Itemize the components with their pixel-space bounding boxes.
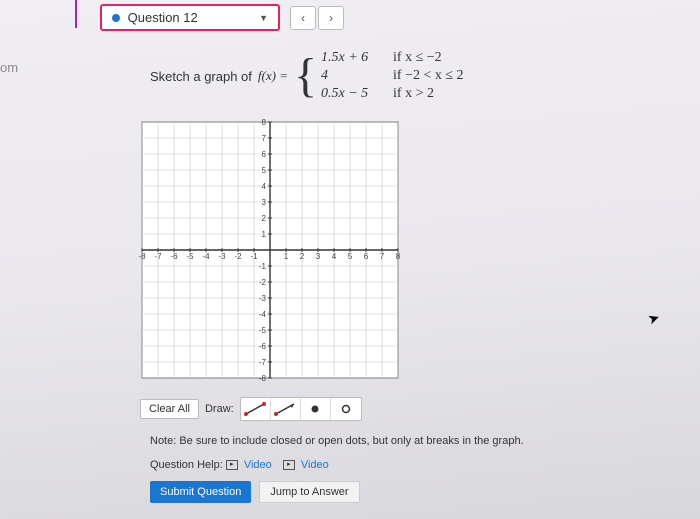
svg-text:-7: -7 <box>259 358 267 367</box>
svg-text:-5: -5 <box>186 252 194 261</box>
svg-text:-8: -8 <box>259 374 267 383</box>
piece-cond: if −2 < x ≤ 2 <box>393 68 464 84</box>
svg-text:7: 7 <box>380 252 385 261</box>
svg-text:-2: -2 <box>234 252 242 261</box>
draw-toolbar <box>240 397 362 421</box>
piece-cond: if x ≤ −2 <box>393 50 442 66</box>
svg-text:-1: -1 <box>259 262 267 271</box>
svg-text:-3: -3 <box>259 294 267 303</box>
ray-tool[interactable] <box>271 398 301 420</box>
coordinate-grid: -8 -7 -6 -5 -4 -3 -2 -1 1 2 3 4 5 6 7 8 -8 -7 -6 -5 -4 -3 -2 -1… <box>130 110 410 390</box>
piece-expr: 1.5x + 6 <box>321 50 389 66</box>
chevron-left-icon: ‹ <box>301 11 305 25</box>
help-label: Question Help: <box>150 459 223 471</box>
question-dropdown-label: Question 12 <box>128 10 198 25</box>
line-segment-tool[interactable] <box>241 398 271 420</box>
left-page-fragment: om <box>0 60 18 75</box>
piece-expr: 4 <box>321 68 389 84</box>
svg-text:2: 2 <box>262 214 267 223</box>
video-icon: ▸ <box>283 460 295 470</box>
note-text: Note: Be sure to include closed or open … <box>150 435 660 447</box>
svg-text:4: 4 <box>332 252 337 261</box>
piece-cond: if x > 2 <box>393 86 434 102</box>
svg-text:1: 1 <box>284 252 289 261</box>
svg-text:-2: -2 <box>259 278 267 287</box>
svg-text:-5: -5 <box>259 326 267 335</box>
svg-text:2: 2 <box>300 252 305 261</box>
svg-text:6: 6 <box>364 252 369 261</box>
svg-text:-8: -8 <box>138 252 146 261</box>
piecewise-definition: 1.5x + 6 if x ≤ −2 4 if −2 < x ≤ 2 0.5x … <box>321 50 464 102</box>
graph-canvas[interactable]: -8 -7 -6 -5 -4 -3 -2 -1 1 2 3 4 5 6 7 8 -8 -7 -6 -5 -4 -3 -2 -1… <box>130 110 660 393</box>
prompt-prefix: Sketch a graph of <box>150 69 252 84</box>
svg-text:1: 1 <box>262 230 267 239</box>
prev-question-button[interactable]: ‹ <box>290 6 316 30</box>
next-question-button[interactable]: › <box>318 6 344 30</box>
draw-label: Draw: <box>205 403 234 415</box>
chevron-down-icon: ▼ <box>259 13 268 23</box>
svg-text:4: 4 <box>262 182 267 191</box>
prompt-func: f(x) = <box>258 68 288 84</box>
jump-to-answer-button[interactable]: Jump to Answer <box>259 481 359 503</box>
video-link-2[interactable]: ▸Video <box>283 459 337 471</box>
svg-text:-4: -4 <box>259 310 267 319</box>
svg-text:-7: -7 <box>154 252 162 261</box>
svg-text:-4: -4 <box>202 252 210 261</box>
svg-text:-6: -6 <box>170 252 178 261</box>
video-icon: ▸ <box>226 460 238 470</box>
question-nav-bar: Question 12 ▼ ‹ › <box>100 4 344 31</box>
brace-icon: { <box>294 54 317 98</box>
svg-text:5: 5 <box>348 252 353 261</box>
chevron-right-icon: › <box>329 11 333 25</box>
svg-text:-6: -6 <box>259 342 267 351</box>
svg-text:3: 3 <box>262 198 267 207</box>
svg-text:-3: -3 <box>218 252 226 261</box>
svg-text:7: 7 <box>262 134 267 143</box>
question-prompt: Sketch a graph of f(x) = { 1.5x + 6 if x… <box>150 50 660 102</box>
closed-dot-tool[interactable] <box>301 398 331 420</box>
svg-text:-1: -1 <box>250 252 258 261</box>
submit-question-button[interactable]: Submit Question <box>150 481 251 503</box>
piece-expr: 0.5x − 5 <box>321 86 389 102</box>
selection-indicator <box>75 0 77 28</box>
open-dot-tool[interactable] <box>331 398 361 420</box>
help-row: Question Help: ▸Video ▸Video <box>150 459 660 471</box>
svg-text:5: 5 <box>262 166 267 175</box>
status-dot-icon <box>112 14 120 22</box>
svg-text:8: 8 <box>396 252 401 261</box>
question-content: Sketch a graph of f(x) = { 1.5x + 6 if x… <box>150 50 660 503</box>
svg-text:6: 6 <box>262 150 267 159</box>
clear-all-button[interactable]: Clear All <box>140 399 199 419</box>
svg-text:8: 8 <box>262 118 267 127</box>
question-dropdown[interactable]: Question 12 ▼ <box>100 4 280 31</box>
svg-text:3: 3 <box>316 252 321 261</box>
video-link-1[interactable]: ▸Video <box>226 459 283 471</box>
